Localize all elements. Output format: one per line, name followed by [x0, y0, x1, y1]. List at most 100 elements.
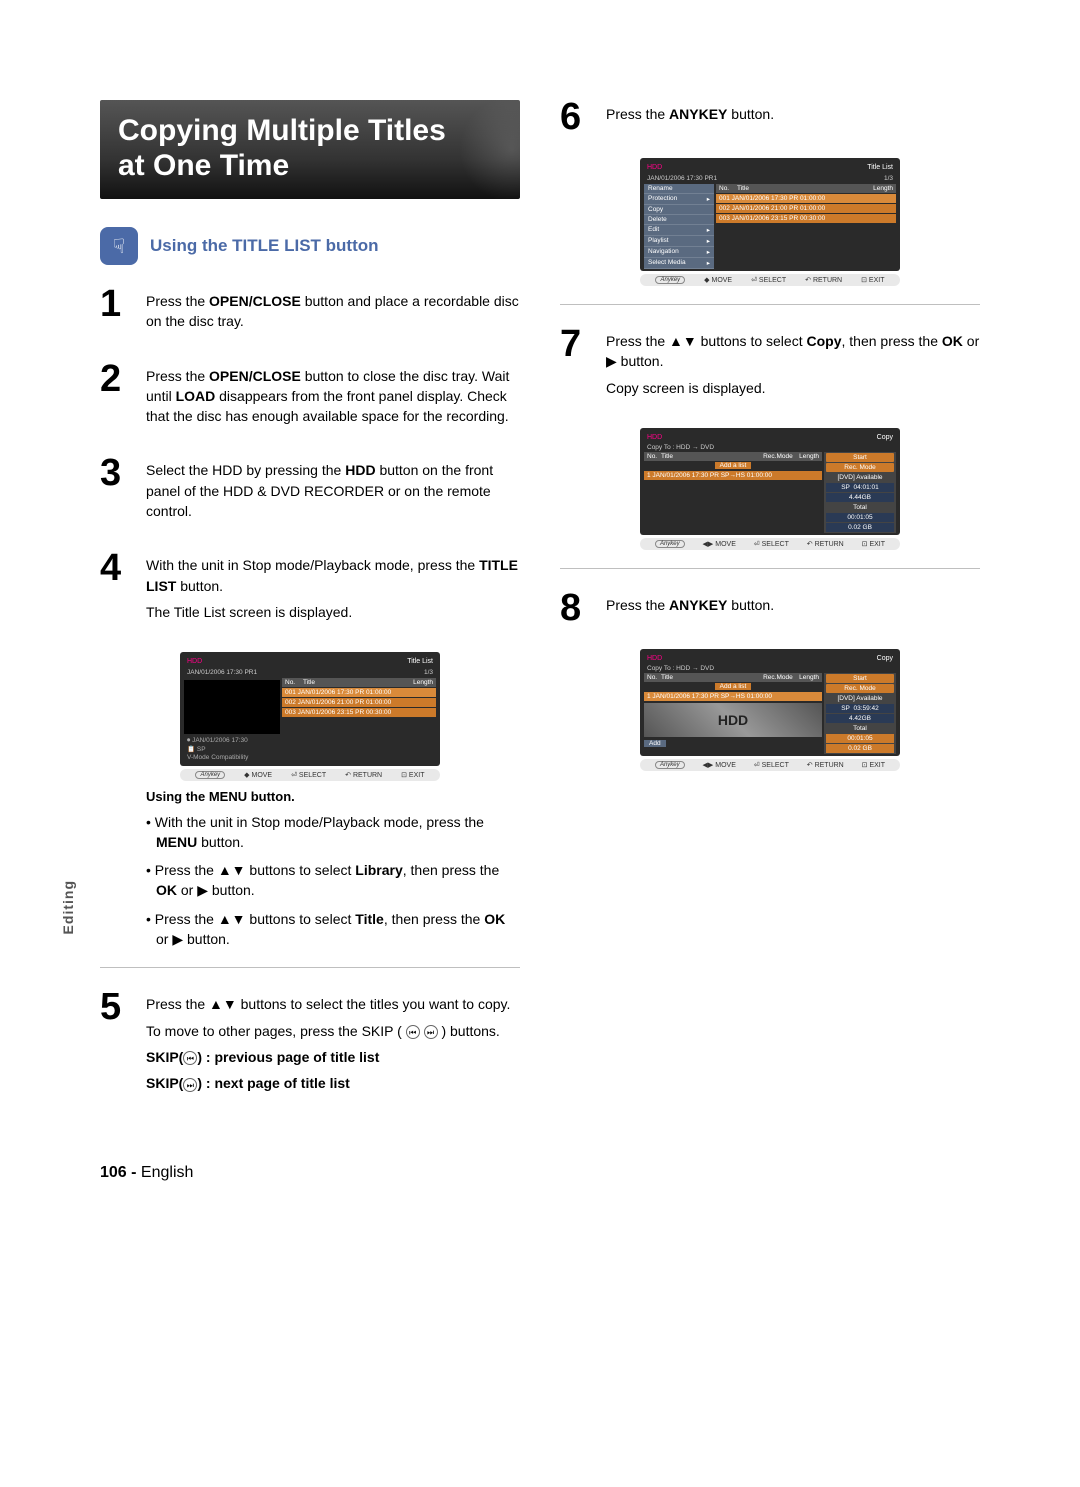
hint-bar: Anykey ◀▶ MOVE ⏎ SELECT ↶ RETURN ⊡ EXIT [640, 759, 900, 771]
step-number: 4 [100, 551, 132, 585]
screen-title: Title List [867, 164, 893, 171]
context-menu: Rename Protection▸ Copy Delete Edit▸ Pla… [644, 184, 714, 269]
table-row[interactable]: 003 JAN/01/2006 23:15 PR 00:30:00 [282, 708, 436, 717]
step-text: Press the ▲▼ buttons to select the title… [146, 994, 510, 1014]
table-row[interactable]: 003 JAN/01/2006 23:15 PR 00:30:00 [716, 214, 896, 223]
anykey-hint: Anykey [195, 771, 225, 779]
title-line-2: at One Time [118, 149, 502, 184]
menu-item[interactable]: Protection▸ [644, 194, 714, 205]
step-text: Press the OPEN/CLOSE button to close the… [146, 366, 520, 427]
device-label: HDD [647, 655, 662, 662]
menu-item[interactable]: Rename [644, 184, 714, 194]
page-number: 106 - [100, 1164, 136, 1181]
add-a-list-button[interactable]: Add a list [715, 462, 752, 469]
step-3: 3 Select the HDD by pressing the HDD but… [100, 456, 520, 527]
skip-prev-icon: ⏮ [183, 1051, 197, 1065]
section-heading-row: ☟ Using the TITLE LIST button [100, 227, 520, 265]
step-number: 5 [100, 990, 132, 1024]
table-header: No.TitleLength [716, 184, 896, 193]
add-a-list-button[interactable]: Add a list [715, 683, 752, 690]
page-indicator: 1/3 [424, 669, 433, 676]
step-4: 4 With the unit in Stop mode/Playback mo… [100, 551, 520, 628]
skip-next-icon: ⏭ [424, 1025, 438, 1039]
step-text: Press the ▲▼ buttons to select Copy, the… [606, 331, 980, 372]
menu-item[interactable]: Navigation▸ [644, 247, 714, 258]
status-badge: 4.44GB [826, 493, 894, 502]
step-number: 1 [100, 287, 132, 321]
step-text: Press the ANYKEY button. [606, 104, 774, 124]
anykey-hint: Anykey [655, 761, 685, 769]
step-text: Select the HDD by pressing the HDD butto… [146, 460, 520, 521]
step-number: 6 [560, 100, 592, 134]
step-text: The Title List screen is displayed. [146, 602, 520, 622]
copy-path: Copy To : HDD → DVD [644, 664, 896, 673]
step-5: 5 Press the ▲▼ buttons to select the tit… [100, 990, 520, 1099]
step-number: 2 [100, 362, 132, 396]
page-language: English [141, 1164, 193, 1181]
bullet: With the unit in Stop mode/Playback mode… [146, 812, 520, 853]
anykey-hint: Anykey [655, 276, 685, 284]
table-row[interactable]: 1 JAN/01/2006 17:30 PR SP→HS 01:00:00 [644, 471, 822, 480]
status-badge: 00:01:05 [826, 513, 894, 522]
bullet: Press the ▲▼ buttons to select Library, … [146, 860, 520, 901]
step-8: 8 Press the ANYKEY button. [560, 591, 980, 625]
screen-title: Title List [407, 658, 433, 665]
table-header: No.TitleRec.ModeLength [644, 452, 822, 461]
table-row[interactable]: 001 JAN/01/2006 17:30 PR 01:00:00 [282, 688, 436, 697]
table-header: No.TitleRec.ModeLength [644, 673, 822, 682]
preview-pane [184, 680, 280, 734]
total-label: Total [824, 503, 896, 512]
device-label: HDD [647, 164, 662, 171]
status-badge: 0.02 GB [826, 744, 894, 753]
separator [560, 568, 980, 569]
page-footer: 106 - English [100, 1164, 980, 1182]
table-row[interactable]: 1 JAN/01/2006 17:30 PR SP→HS 01:00:00 [644, 692, 822, 701]
step-text: SKIP(⏮) : previous page of title list [146, 1047, 510, 1067]
right-column: 6 Press the ANYKEY button. HDD Title List… [560, 100, 980, 1124]
step-text: With the unit in Stop mode/Playback mode… [146, 555, 520, 596]
step-text: SKIP(⏭) : next page of title list [146, 1073, 510, 1093]
menu-item[interactable]: Copy [644, 205, 714, 215]
add-button[interactable]: Add [644, 740, 666, 747]
copy-side-panel: Start Rec. Mode [DVD] Available SP 03:59… [824, 673, 896, 754]
table-row[interactable]: 002 JAN/01/2006 21:00 PR 01:00:00 [282, 698, 436, 707]
table-row[interactable]: 002 JAN/01/2006 21:00 PR 01:00:00 [716, 204, 896, 213]
status-badge: SP 03:59:42 [826, 704, 894, 713]
status-badge: 0.02 GB [826, 523, 894, 532]
menu-item[interactable]: Delete [644, 215, 714, 225]
screen-title: Copy [877, 434, 893, 441]
current-title: JAN/01/2006 17:30 PR1 [647, 175, 717, 182]
dvd-available-label: [DVD] Available [824, 694, 896, 703]
anykey-hint: Anykey [655, 540, 685, 548]
step-number: 8 [560, 591, 592, 625]
hint-bar: Anykey ◆ MOVE ⏎ SELECT ↶ RETURN ⊡ EXIT [640, 274, 900, 286]
start-button[interactable]: Start [826, 453, 894, 462]
start-button[interactable]: Start [826, 674, 894, 683]
dvd-available-label: [DVD] Available [824, 473, 896, 482]
current-title: JAN/01/2006 17:30 PR1 [187, 669, 257, 676]
hint-bar: Anykey ◆ MOVE ⏎ SELECT ↶ RETURN ⊡ EXIT [180, 769, 440, 781]
title-info: ⏺ JAN/01/2006 17:30 📋 SP V-Mode Compatib… [184, 736, 436, 763]
page-title: Copying Multiple Titles at One Time [100, 100, 520, 199]
skip-next-icon: ⏭ [183, 1078, 197, 1092]
step-number: 3 [100, 456, 132, 490]
rec-mode-button[interactable]: Rec. Mode [826, 684, 894, 693]
copy-screenshot: HDDCopy Copy To : HDD → DVD No.TitleRec.… [640, 428, 900, 550]
step-2: 2 Press the OPEN/CLOSE button to close t… [100, 362, 520, 433]
side-tab: Editing [60, 880, 76, 934]
status-badge: 4.42GB [826, 714, 894, 723]
menu-item[interactable]: Select Media▸ [644, 258, 714, 269]
hint-bar: Anykey ◀▶ MOVE ⏎ SELECT ↶ RETURN ⊡ EXIT [640, 538, 900, 550]
copy-path: Copy To : HDD → DVD [644, 443, 896, 452]
step-text: Press the ANYKEY button. [606, 595, 774, 615]
step-1: 1 Press the OPEN/CLOSE button and place … [100, 287, 520, 338]
menu-item[interactable]: Playlist▸ [644, 236, 714, 247]
table-row[interactable]: 001 JAN/01/2006 17:30 PR 01:00:00 [716, 194, 896, 203]
step-number: 7 [560, 327, 592, 361]
separator [100, 967, 520, 968]
copy-screenshot-b: HDDCopy Copy To : HDD → DVD No.TitleRec.… [640, 649, 900, 771]
left-column: Copying Multiple Titles at One Time ☟ Us… [100, 100, 520, 1124]
menu-item[interactable]: Edit▸ [644, 225, 714, 236]
rec-mode-button[interactable]: Rec. Mode [826, 463, 894, 472]
title-line-1: Copying Multiple Titles [118, 114, 502, 149]
